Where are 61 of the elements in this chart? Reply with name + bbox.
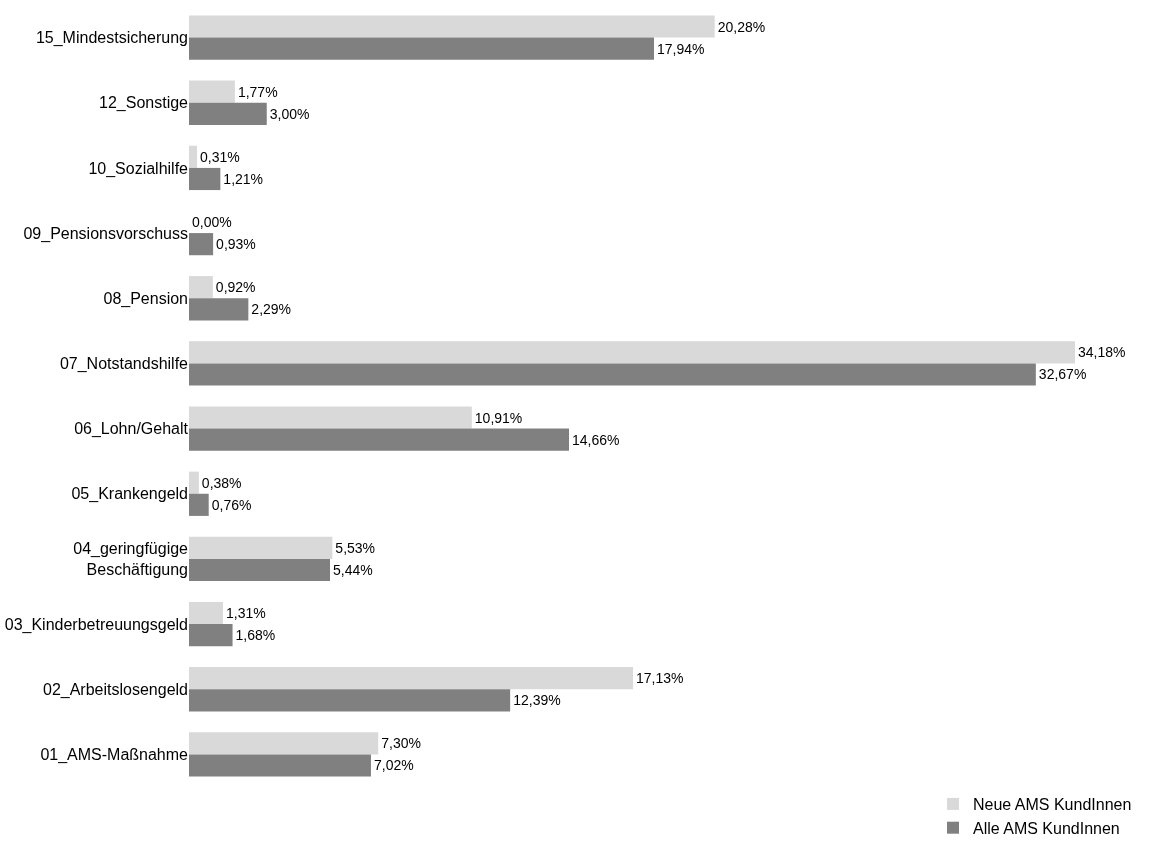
y-tick-label: 12_Sonstige — [99, 94, 189, 113]
data-label: 14,66% — [572, 431, 620, 448]
data-label: 5,44% — [333, 561, 373, 578]
data-label: 1,31% — [225, 605, 266, 622]
bar — [189, 363, 1036, 386]
data-label: 17,13% — [636, 670, 684, 687]
data-label: 0,92% — [215, 279, 256, 296]
bar — [189, 428, 569, 451]
bar — [189, 37, 655, 60]
bar — [189, 754, 371, 777]
legend-label: Neue AMS KundInnen — [973, 796, 1132, 814]
y-tick-label: 06_Lohn/Gehalt — [74, 420, 189, 439]
y-tick-label: 10_Sozialhilfe — [88, 159, 189, 178]
bar — [189, 341, 1075, 364]
bar — [189, 276, 213, 299]
data-label: 0,38% — [201, 474, 242, 491]
bar — [189, 689, 511, 712]
bar — [189, 624, 233, 647]
data-label: 32,67% — [1038, 366, 1087, 383]
bar — [189, 167, 221, 191]
y-tick-label: 02_Arbeitslosengeld — [43, 680, 188, 699]
data-label: 0,76% — [211, 496, 252, 513]
data-label: 1,21% — [223, 170, 264, 187]
data-label: 5,53% — [335, 539, 376, 556]
y-tick-label: 04_geringfügige Beschäftigung — [73, 540, 189, 578]
y-tick-label: 07_Notstandshilfe — [59, 355, 189, 374]
bar — [189, 298, 249, 321]
data-label: 12,39% — [513, 692, 561, 709]
bar — [189, 558, 331, 582]
y-tick-label: 01_AMS-Maßnahme — [40, 746, 189, 765]
data-label: 1,68% — [235, 627, 276, 644]
legend-label: Alle AMS KundInnen — [973, 819, 1120, 837]
data-label: 20,28% — [717, 18, 766, 35]
bar — [189, 732, 379, 755]
y-tick-label: 05_Krankengeld — [71, 485, 188, 504]
bar — [189, 233, 214, 256]
data-label: 0,93% — [216, 236, 256, 253]
data-label: 0,31% — [200, 148, 240, 165]
data-label: 1,77% — [237, 83, 278, 100]
data-label: 34,18% — [1077, 344, 1126, 361]
data-label: 7,02% — [373, 757, 414, 774]
bar — [189, 493, 209, 516]
data-label: 17,94% — [657, 40, 705, 57]
data-label: 0,00% — [192, 214, 232, 231]
bar — [189, 601, 223, 625]
y-tick-label: 03_Kinderbetreuungsgeld — [4, 615, 188, 634]
data-label: 2,29% — [251, 301, 292, 318]
bar — [189, 15, 715, 38]
y-tick-label: 15_Mindestsicherung — [35, 29, 188, 48]
y-tick-label: 08_Pension — [103, 289, 188, 308]
data-label: 10,91% — [474, 409, 523, 426]
bar — [189, 536, 333, 559]
data-label: 7,30% — [381, 735, 421, 752]
bar — [189, 471, 199, 494]
y-tick-label: 09_Pensionsvorschuss — [23, 224, 188, 243]
bar — [189, 80, 235, 103]
bar — [189, 667, 634, 690]
bar — [189, 406, 472, 429]
data-label: 3,00% — [269, 105, 310, 122]
bar — [189, 145, 198, 168]
bar — [189, 102, 267, 125]
